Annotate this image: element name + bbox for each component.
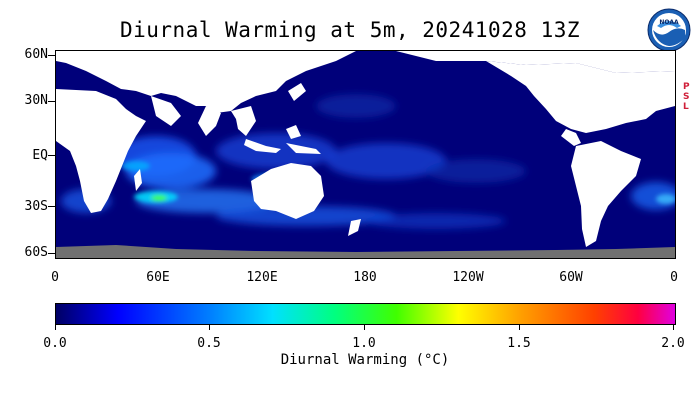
colorbar-gradient — [56, 304, 675, 324]
colorbar-tick-label: 0.5 — [197, 336, 221, 351]
psl-letter-l: L — [683, 102, 689, 112]
svg-text:NOAA: NOAA — [659, 19, 679, 26]
colorbar-tick — [364, 324, 365, 330]
lat-tick — [48, 155, 55, 156]
lon-label-0-end: 0 — [670, 270, 678, 285]
lon-label-120w: 120W — [452, 270, 484, 285]
lat-label-60n: 60N — [24, 47, 48, 62]
colorbar-tick — [673, 324, 674, 330]
lat-label-30s: 30S — [24, 199, 48, 214]
lon-label-60w: 60W — [559, 270, 583, 285]
colorbar-tick-label: 0.0 — [43, 336, 67, 351]
lat-label-30n: 30N — [24, 93, 48, 108]
lon-label-60e: 60E — [146, 270, 170, 285]
lat-tick — [48, 101, 55, 102]
warming-map — [55, 50, 676, 259]
map-title: Diurnal Warming at 5m, 20241028 13Z — [119, 18, 580, 42]
psl-letter-s: S — [683, 92, 690, 102]
map-canvas — [56, 51, 675, 258]
lat-tick — [48, 253, 55, 254]
colorbar-tick — [55, 324, 56, 330]
colorbar-tick — [519, 324, 520, 330]
antarctic-ice — [56, 245, 675, 258]
lat-tick — [48, 55, 55, 56]
colorbar — [55, 303, 676, 325]
colorbar-label: Diurnal Warming (°C) — [280, 352, 450, 368]
lon-label-180: 180 — [353, 270, 377, 285]
noaa-logo-icon: NOAA — [647, 8, 691, 52]
lat-label-60s: 60S — [24, 245, 48, 260]
colorbar-tick — [209, 324, 210, 330]
lon-label-0: 0 — [51, 270, 59, 285]
lat-tick — [48, 206, 55, 207]
colorbar-tick-label: 1.5 — [507, 336, 531, 351]
psl-letter-p: P — [683, 82, 690, 92]
psl-label: P S L — [683, 82, 693, 112]
land-masses — [56, 51, 675, 247]
lat-label-eq: EQ — [32, 148, 48, 163]
colorbar-tick-label: 1.0 — [352, 336, 376, 351]
lon-label-120e: 120E — [246, 270, 278, 285]
colorbar-tick-label: 2.0 — [661, 336, 685, 351]
